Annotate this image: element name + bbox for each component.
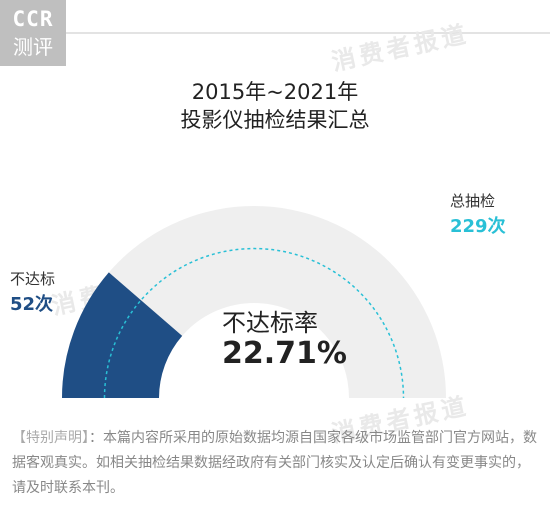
chart-title-years: 2015年~2021年 [191, 80, 359, 104]
total-value: 229次 [450, 216, 506, 237]
failed-label: 不达标 [10, 270, 56, 288]
ccr-logo: CCR 测评 [0, 0, 66, 66]
total-label: 总抽检 [450, 192, 496, 210]
special-notice: 【特别声明】：本篇内容所采用的原始数据均源自国家各级市场监管部门官方网站，数据客… [12, 426, 542, 501]
rate-value: 22.71% [222, 336, 347, 371]
failed-segment [62, 272, 183, 398]
rate-label: 不达标率 [222, 309, 318, 337]
logo-text-ccr: CCR [12, 7, 54, 31]
notice-tag: 【特别声明】 [12, 430, 89, 446]
notice-text: ：本篇内容所采用的原始数据均源自国家各级市场监管部门官方网站，数据客观真实。如相… [12, 430, 537, 496]
chart-title-main: 投影仪抽检结果汇总 [180, 108, 370, 132]
total-dashed-arc [103, 247, 405, 399]
logo-text-review: 测评 [13, 35, 53, 59]
failed-value: 52次 [10, 294, 54, 315]
header-divider [66, 32, 550, 34]
